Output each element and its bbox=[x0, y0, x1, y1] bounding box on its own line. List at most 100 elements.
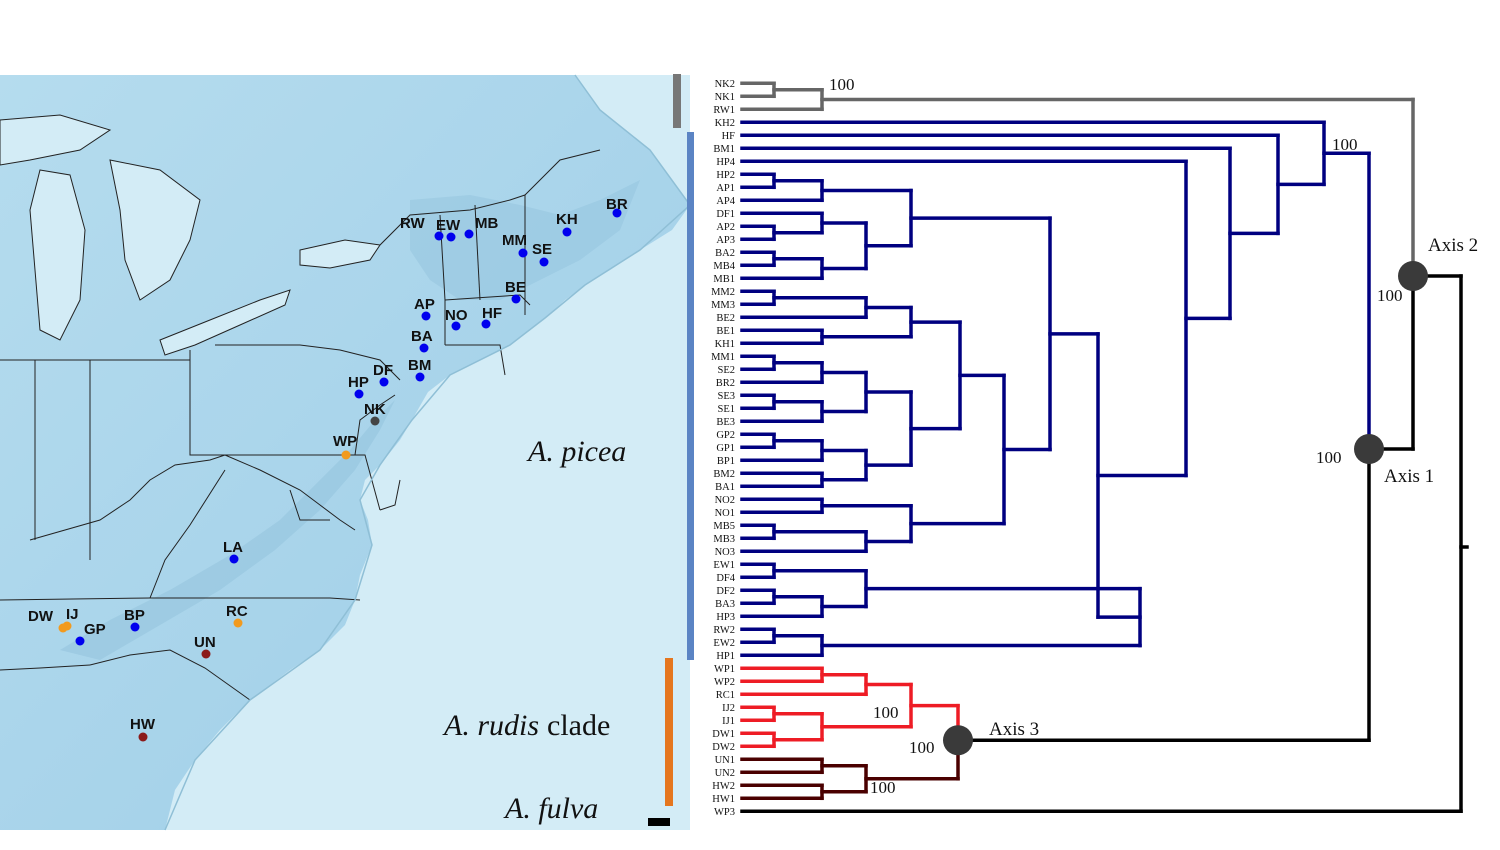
leaf-label-ew2: EW2 bbox=[713, 638, 735, 649]
leaf-label-ap1: AP1 bbox=[716, 183, 735, 194]
site-ew: EW bbox=[436, 217, 461, 242]
axis-2-node bbox=[1398, 261, 1428, 291]
site-label: NK bbox=[364, 401, 386, 418]
leaf-label-ew1: EW1 bbox=[713, 560, 735, 571]
leaf-label-no3: NO3 bbox=[715, 547, 735, 558]
support-label-axis2: 100 bbox=[1377, 286, 1403, 305]
leaf-label-mb5: MB5 bbox=[713, 521, 735, 532]
leaf-label-kh1: KH1 bbox=[715, 339, 735, 350]
site-marker bbox=[518, 248, 528, 258]
leaf-label-df1: DF1 bbox=[716, 209, 735, 220]
leaf-label-kh2: KH2 bbox=[715, 118, 735, 129]
leaf-label-br2: BR2 bbox=[716, 378, 735, 389]
axis-1-node bbox=[1354, 434, 1384, 464]
site-label: RC bbox=[226, 603, 248, 620]
site-wp: WP bbox=[333, 433, 357, 460]
site-label: BE bbox=[505, 279, 526, 296]
leaf-label-nk1: NK1 bbox=[715, 92, 735, 103]
site-label: AP bbox=[414, 296, 435, 313]
leaf-label-hw1: HW1 bbox=[712, 794, 735, 805]
map-lake-ontario bbox=[299, 239, 381, 269]
leaf-label-mb3: MB3 bbox=[713, 534, 735, 545]
leaf-label-rc1: RC1 bbox=[716, 690, 735, 701]
leaf-label-hp3: HP3 bbox=[716, 612, 735, 623]
axis-label-2: Axis 2 bbox=[1428, 235, 1478, 256]
site-label: HF bbox=[482, 305, 502, 322]
site-un: UN bbox=[194, 634, 216, 659]
axis-3-node bbox=[943, 725, 973, 756]
site-marker bbox=[451, 321, 461, 331]
leaf-label-dw1: DW1 bbox=[712, 729, 735, 740]
leaf-label-wp3: WP3 bbox=[714, 807, 735, 818]
map-appalachian-relief bbox=[60, 400, 395, 660]
leaf-label-bm1: BM1 bbox=[713, 144, 735, 155]
site-label: WP bbox=[333, 433, 357, 450]
leaf-label-gp2: GP2 bbox=[716, 430, 735, 441]
tree-leaf-labels: NK2 NK1 RW1 KH2 HF BM1 HP4 HP2 AP1 AP4 DF1 AP2 AP3 BA… bbox=[711, 79, 736, 818]
outgroup-bar bbox=[673, 74, 681, 128]
leaf-label-se2: SE2 bbox=[717, 365, 735, 376]
site-marker bbox=[612, 208, 622, 218]
site-marker bbox=[75, 636, 85, 646]
tree-edges bbox=[740, 81, 1469, 814]
site-label: MB bbox=[475, 215, 498, 232]
rudis-bar bbox=[665, 658, 673, 806]
leaf-label-un1: UN1 bbox=[715, 755, 735, 766]
leaf-label-rw1: RW1 bbox=[713, 105, 735, 116]
site-bm: BM bbox=[408, 357, 431, 382]
leaf-label-mb4: MB4 bbox=[713, 261, 735, 272]
leaf-label-mm1: MM1 bbox=[711, 352, 735, 363]
site-no: NO bbox=[445, 307, 468, 331]
axis-label-1: Axis 1 bbox=[1384, 466, 1434, 487]
leaf-label-be1: BE1 bbox=[716, 326, 735, 337]
site-ij: IJ bbox=[62, 606, 79, 631]
clade-label-picea: A. picea bbox=[526, 435, 626, 468]
site-la: LA bbox=[223, 539, 243, 564]
site-label: BR bbox=[606, 196, 628, 213]
leaf-label-hp4: HP4 bbox=[716, 157, 735, 168]
leaf-label-hw2: HW2 bbox=[712, 781, 735, 792]
site-df: DF bbox=[373, 362, 393, 387]
site-label: KH bbox=[556, 211, 578, 228]
site-be: BE bbox=[505, 279, 526, 304]
site-se: SE bbox=[532, 241, 552, 267]
site-marker bbox=[539, 257, 549, 267]
site-marker bbox=[562, 227, 572, 237]
site-label: EW bbox=[436, 217, 461, 234]
site-marker bbox=[415, 372, 425, 382]
support-label-axis1: 100 bbox=[1316, 448, 1342, 467]
site-rc: RC bbox=[226, 603, 248, 628]
leaf-label-mm3: MM3 bbox=[711, 300, 735, 311]
site-marker bbox=[138, 732, 148, 742]
site-label: RW bbox=[400, 215, 426, 232]
support-label-picea: 100 bbox=[1332, 135, 1358, 154]
map-lake-superior bbox=[0, 114, 112, 166]
support-label-outgroup: 100 bbox=[829, 75, 855, 94]
leaf-label-no2: NO2 bbox=[715, 495, 735, 506]
leaf-label-hf: HF bbox=[722, 131, 736, 142]
clade-label-rudis: A. rudis clade bbox=[442, 709, 610, 742]
site-marker bbox=[464, 229, 474, 239]
site-label: BP bbox=[124, 607, 145, 624]
leaf-label-ba3: BA3 bbox=[715, 599, 735, 610]
site-marker bbox=[434, 231, 444, 241]
site-nk: NK bbox=[364, 401, 386, 426]
map-lake-michigan bbox=[29, 169, 86, 341]
site-mb: MB bbox=[464, 215, 498, 239]
leaf-label-hp1: HP1 bbox=[716, 651, 735, 662]
site-bp: BP bbox=[124, 607, 145, 632]
site-marker bbox=[421, 311, 431, 321]
leaf-label-no1: NO1 bbox=[715, 508, 735, 519]
site-ba: BA bbox=[411, 328, 433, 353]
leaf-label-ba1: BA1 bbox=[715, 482, 735, 493]
leaf-label-mb1: MB1 bbox=[713, 274, 735, 285]
leaf-label-gp1: GP1 bbox=[716, 443, 735, 454]
site-rw: RW bbox=[400, 215, 444, 241]
site-label: GP bbox=[84, 621, 106, 638]
site-mm: MM bbox=[502, 232, 528, 258]
tree-axis-nodes bbox=[943, 261, 1428, 756]
site-marker bbox=[379, 377, 389, 387]
leaf-label-ap2: AP2 bbox=[716, 222, 735, 233]
